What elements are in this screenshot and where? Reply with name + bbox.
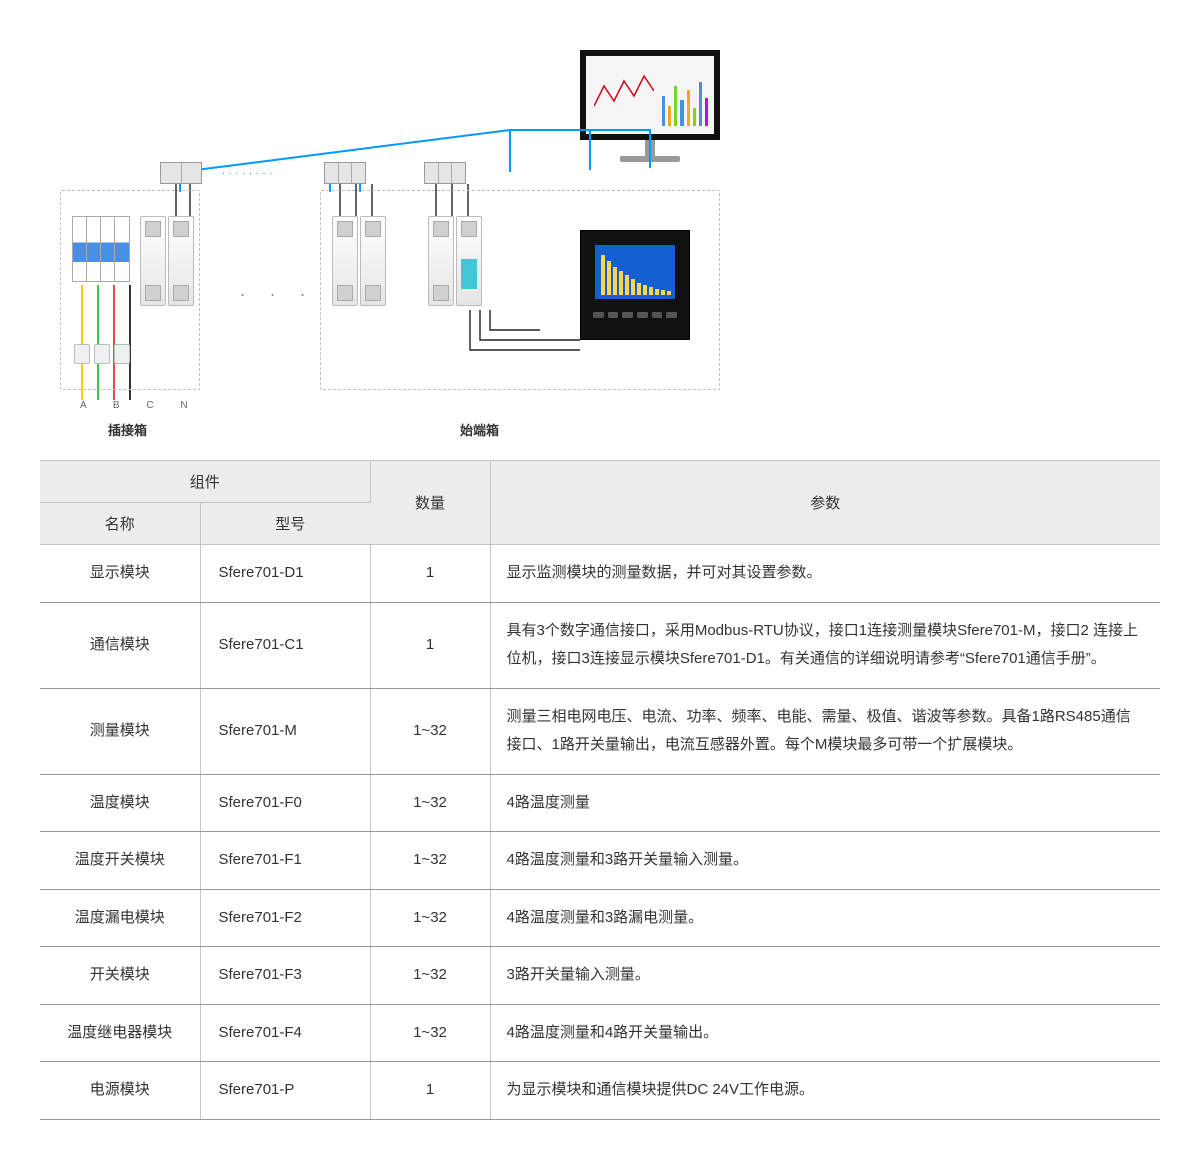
circuit-breaker [72,216,130,282]
junction-box [160,162,202,184]
table-row: 开关模块Sfere701-F31~323路开关量输入测量。 [40,947,1160,1005]
cell-name: 电源模块 [40,1062,200,1120]
phase-labels: A B C N [80,400,200,411]
cell-param: 具有3个数字通信接口，采用Modbus-RTU协议，接口1连接测量模块Sfere… [490,602,1160,688]
cell-param: 测量三相电网电压、电流、功率、频率、电能、需量、极值、谐波等参数。具备1路RS4… [490,688,1160,774]
din-module [428,216,454,306]
cell-model: Sfere701-D1 [200,545,370,603]
table-row: 电源模块Sfere701-P1为显示模块和通信模块提供DC 24V工作电源。 [40,1062,1160,1120]
cell-param: 3路开关量输入测量。 [490,947,1160,1005]
din-module [168,216,194,306]
din-module [332,216,358,306]
table-row: 通信模块Sfere701-C11具有3个数字通信接口，采用Modbus-RTU协… [40,602,1160,688]
col-param: 参数 [490,461,1160,545]
din-module [360,216,386,306]
din-module-comm [456,216,482,306]
cell-qty: 1~32 [370,1004,490,1062]
cell-qty: 1 [370,602,490,688]
cell-model: Sfere701-F2 [200,889,370,947]
cell-name: 开关模块 [40,947,200,1005]
cell-name: 温度继电器模块 [40,1004,200,1062]
cell-name: 显示模块 [40,545,200,603]
cell-model: Sfere701-F0 [200,774,370,832]
table-row: 温度漏电模块Sfere701-F21~324路温度测量和3路漏电测量。 [40,889,1160,947]
table-row: 温度开关模块Sfere701-F11~324路温度测量和3路开关量输入测量。 [40,832,1160,890]
ellipsis: . . . [240,280,315,301]
display-panel-meter [580,230,690,340]
table-row: 温度继电器模块Sfere701-F41~324路温度测量和4路开关量输出。 [40,1004,1160,1062]
cell-qty: 1~32 [370,889,490,947]
monitor-bars [662,76,708,126]
system-diagram: ........ . . . 插接箱 始端箱 A B C N [40,40,760,440]
cell-qty: 1~32 [370,688,490,774]
monitor-screen [580,50,720,140]
col-name: 名称 [40,503,200,545]
cell-param: 4路温度测量和3路漏电测量。 [490,889,1160,947]
meter-buttons [593,301,677,329]
cell-param: 4路温度测量和3路开关量输入测量。 [490,832,1160,890]
head-end-box-label: 始端箱 [460,420,499,439]
cell-qty: 1~32 [370,774,490,832]
din-module [140,216,166,306]
cell-param: 显示监测模块的测量数据，并可对其设置参数。 [490,545,1160,603]
cell-name: 温度开关模块 [40,832,200,890]
col-component: 组件 [40,461,370,503]
cell-model: Sfere701-F3 [200,947,370,1005]
cell-name: 测量模块 [40,688,200,774]
cell-model: Sfere701-M [200,688,370,774]
cell-param: 为显示模块和通信模块提供DC 24V工作电源。 [490,1062,1160,1120]
cell-name: 通信模块 [40,602,200,688]
bus-ellipsis: ........ [222,166,276,177]
cell-name: 温度漏电模块 [40,889,200,947]
table-row: 测量模块Sfere701-M1~32测量三相电网电压、电流、功率、频率、电能、需… [40,688,1160,774]
cell-qty: 1 [370,1062,490,1120]
cell-qty: 1~32 [370,947,490,1005]
ct-block [114,344,130,364]
cell-name: 温度模块 [40,774,200,832]
cell-model: Sfere701-C1 [200,602,370,688]
module-spec-table: 组件 数量 参数 名称 型号 显示模块Sfere701-D11显示监测模块的测量… [40,460,1160,1120]
table-row: 温度模块Sfere701-F01~324路温度测量 [40,774,1160,832]
meter-screen [595,245,675,299]
col-qty: 数量 [370,461,490,545]
cell-param: 4路温度测量和4路开关量输出。 [490,1004,1160,1062]
monitor-chart [594,66,654,126]
col-model: 型号 [200,503,370,545]
junction-box [324,162,366,184]
host-computer [580,50,720,162]
cell-model: Sfere701-P [200,1062,370,1120]
table-row: 显示模块Sfere701-D11显示监测模块的测量数据，并可对其设置参数。 [40,545,1160,603]
junction-box [424,162,466,184]
cell-model: Sfere701-F1 [200,832,370,890]
cell-model: Sfere701-F4 [200,1004,370,1062]
cell-qty: 1~32 [370,832,490,890]
cell-qty: 1 [370,545,490,603]
ct-block [94,344,110,364]
plug-in-box-label: 插接箱 [108,420,147,439]
cell-param: 4路温度测量 [490,774,1160,832]
ct-block [74,344,90,364]
